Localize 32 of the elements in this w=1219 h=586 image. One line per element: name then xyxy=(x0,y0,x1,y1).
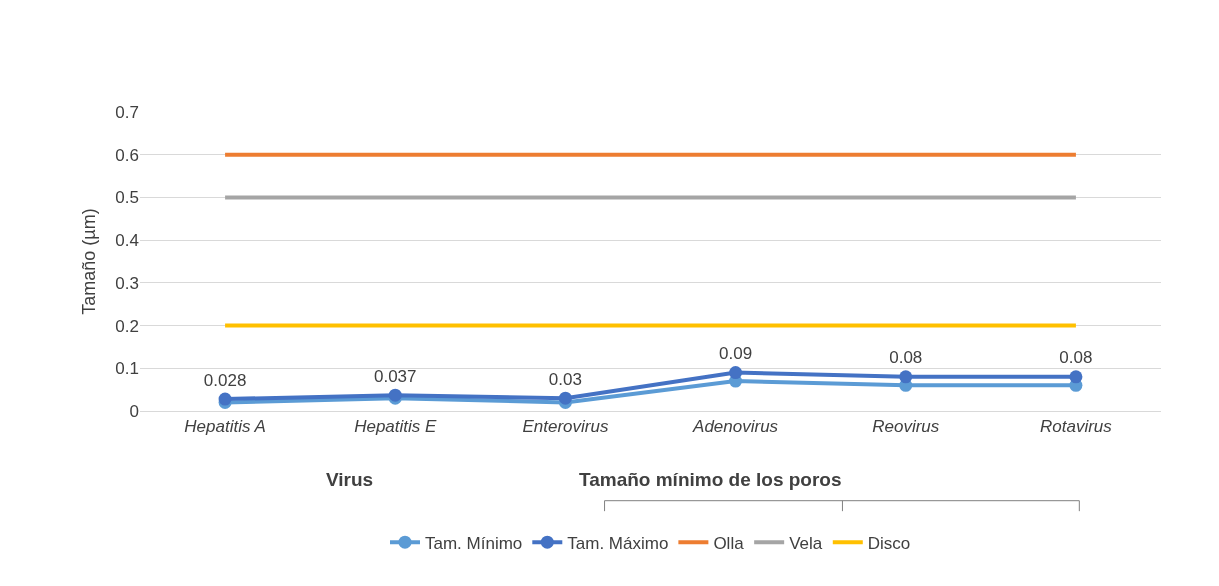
x-axis-title: Virus xyxy=(326,469,374,490)
x-tick-label: Adenovirus xyxy=(692,417,779,437)
y-tick-label: 0.2 xyxy=(115,316,139,336)
legend-label: Olla xyxy=(713,533,745,553)
legend-label: Tam. Mínimo xyxy=(425,533,523,553)
y-tick-label: 0.5 xyxy=(115,188,139,208)
point xyxy=(899,370,913,384)
text: Tamaño mínimo de los poros xyxy=(579,469,842,490)
y-tick-label: 0.1 xyxy=(115,359,139,379)
data-label: 0.08 xyxy=(1059,348,1093,368)
data-label: 0.08 xyxy=(889,348,923,368)
y-tick-label: 0.3 xyxy=(115,273,139,293)
legend-label: Disco xyxy=(867,533,911,553)
data-label: 0.028 xyxy=(203,370,247,390)
x-tick-label: Reovirus xyxy=(872,417,940,437)
y-tick-label: 0.7 xyxy=(115,102,139,122)
x-tick-label: Rotavirus xyxy=(1040,417,1113,437)
legend-label: Vela xyxy=(789,533,823,553)
point xyxy=(558,391,572,405)
x-tick-label: Hepatitis A xyxy=(184,417,266,437)
legend-label: Tam. Máximo xyxy=(567,533,669,553)
y-tick-label: 0 xyxy=(129,401,139,421)
data-label: 0.09 xyxy=(719,344,753,364)
y-tick-label: 0.6 xyxy=(115,145,139,165)
data-label: 0.03 xyxy=(548,369,582,389)
x-tick-label: Hepatitis E xyxy=(354,417,438,437)
point xyxy=(1069,370,1083,384)
point xyxy=(729,366,743,380)
x-tick-label: Enterovirus xyxy=(522,417,609,437)
y-tick-label: 0.4 xyxy=(115,231,139,251)
y-axis-title: Tamaño (µm) xyxy=(78,208,99,315)
data-label: 0.037 xyxy=(373,366,417,386)
